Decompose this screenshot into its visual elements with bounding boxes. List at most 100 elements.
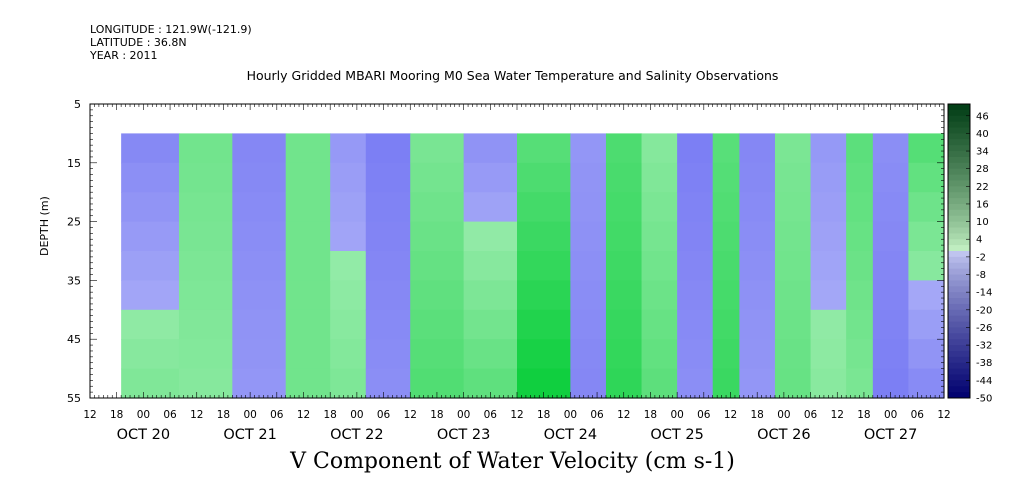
y-axis-label: DEPTH (m) [38,196,51,256]
heatmap-cell [570,162,607,193]
colorbar-swatch [948,121,970,129]
x-tick-label: 00 [243,409,256,421]
longitude-label: LONGITUDE : 121.9W(-121.9) [90,23,252,36]
heatmap-cell [285,368,331,399]
colorbar-label: -50 [976,394,992,405]
heatmap-cell [365,309,411,340]
heatmap-cell [605,251,643,281]
heatmap-cell [846,192,874,223]
heatmap-cell [908,339,945,370]
heatmap-cell [677,309,714,340]
colorbar-swatch [948,292,970,299]
colorbar-swatch [948,180,970,187]
heatmap-cell [641,133,678,164]
heatmap-cell [846,251,874,281]
heatmap-cell [410,192,465,223]
heatmap-cell [178,162,233,193]
colorbar-swatch [948,262,970,270]
heatmap-cell [330,280,367,311]
x-tick-label: 18 [217,409,230,421]
heatmap-cell [570,251,607,281]
x-tick-label: 18 [324,409,337,421]
heatmap-cell [641,221,678,252]
heatmap-cell [677,339,714,370]
colorbar-label: 40 [976,129,989,140]
heatmap-cell [810,339,847,370]
colorbar-swatch [948,327,970,334]
heatmap-cell [846,221,874,252]
heatmap-cell [330,221,367,252]
heatmap-cell [365,251,411,281]
x-tick-label: 00 [884,409,897,421]
x-day-label: OCT 23 [437,427,490,443]
x-tick-label: 18 [430,409,443,421]
x-tick-label: 18 [537,409,550,421]
colorbar-swatch [948,309,970,317]
colorbar-swatch [948,198,970,205]
heatmap-cell [677,162,714,193]
heatmap-cell [121,251,180,281]
heatmap-cell [872,251,910,281]
colorbar-swatch [948,392,970,399]
heatmap-cell [641,280,678,311]
heatmap-cell [365,133,411,164]
heatmap-cell [908,162,945,193]
x-tick-label: 18 [857,409,870,421]
colorbar-label: 16 [976,199,989,210]
heatmap-cell [570,221,607,252]
x-tick-label: 06 [377,409,391,421]
colorbar-swatch [948,203,970,211]
y-tick-label: 15 [67,157,81,170]
heatmap-cell [908,192,945,223]
x-tick-label: 06 [590,409,604,421]
colorbar-swatch [948,268,970,276]
heatmap-cell [846,339,874,370]
y-tick-label: 5 [74,98,81,111]
heatmap-cell [570,339,607,370]
heatmap-cell [330,251,367,281]
x-day-label: OCT 21 [223,427,276,443]
heatmap-cell [872,221,910,252]
colorbar-label: 28 [976,164,989,175]
heatmap-cell [739,192,776,223]
heatmap-cell [774,133,812,164]
heatmap-cell [365,221,411,252]
colorbar-label: -2 [976,252,986,263]
heatmap-cell [285,133,331,164]
heatmap-cell [739,280,776,311]
heatmap-cell [410,309,465,340]
heatmap-cell [739,221,776,252]
heatmap-cell [330,309,367,340]
heatmap-cell [285,251,331,281]
heatmap-cell [285,192,331,223]
x-tick-label: 12 [83,409,96,421]
colorbar-swatch [948,303,970,311]
heatmap-cell [810,309,847,340]
colorbar-swatch [948,333,970,340]
colorbar-label: -8 [976,270,986,281]
heatmap-cell [605,368,643,399]
colorbar-swatch [948,139,970,146]
colorbar-swatch [948,380,970,387]
heatmap-cell [121,280,180,311]
y-tick-label: 35 [67,274,81,287]
x-tick-label: 12 [404,409,417,421]
latitude-label: LATITUDE : 36.8N [90,36,187,49]
heatmap-cell [178,339,233,370]
heatmap-cell [121,339,180,370]
x-day-label: OCT 22 [330,427,383,443]
heatmap-cell [517,162,571,193]
heatmap-cell [908,133,945,164]
heatmap-cell [410,339,465,370]
heatmap-cell [410,251,465,281]
x-tick-label: 06 [270,409,284,421]
colorbar-swatch [948,221,970,228]
heatmap-cell [570,192,607,223]
heatmap-cell [712,309,740,340]
heatmap-cell [463,339,518,370]
colorbar-label: 10 [976,217,989,228]
heatmap-cell [712,162,740,193]
heatmap-cell [570,133,607,164]
colorbar-label: -20 [976,305,992,316]
colorbar-swatch [948,192,970,199]
